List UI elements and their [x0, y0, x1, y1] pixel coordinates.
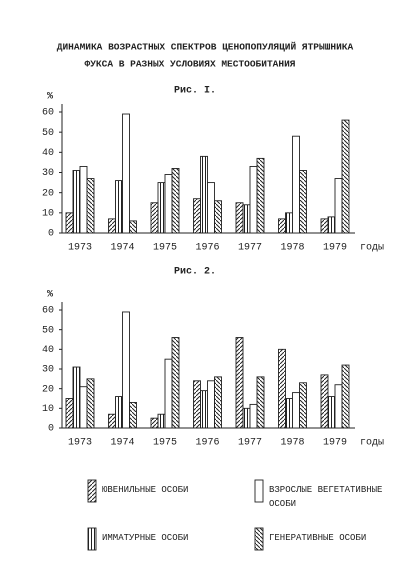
bar	[65, 398, 74, 429]
bar	[150, 202, 159, 234]
bar	[157, 182, 166, 234]
y-tick-label: 60	[42, 108, 54, 119]
bar	[108, 218, 116, 234]
bar	[292, 135, 300, 234]
bar	[334, 384, 343, 429]
bar	[341, 364, 350, 429]
bar	[79, 165, 88, 234]
bar	[327, 396, 336, 429]
x-tick-label: 1973	[68, 438, 92, 449]
bar	[115, 396, 123, 429]
x-tick-label: 1974	[110, 243, 134, 254]
bar	[285, 212, 293, 234]
x-tick-label: 1978	[280, 243, 304, 254]
bar	[207, 182, 215, 234]
bar	[214, 376, 222, 429]
x-tick-label: 1975	[153, 438, 177, 449]
bar	[200, 390, 208, 429]
bar	[320, 218, 329, 234]
x-tick-label: 1973	[68, 243, 92, 254]
x-tick-label: 1975	[153, 243, 177, 254]
legend-swatch	[254, 527, 264, 551]
chart-title: Рис. I.	[174, 86, 216, 97]
bar	[334, 178, 343, 234]
bar	[65, 212, 74, 234]
bar	[108, 413, 116, 429]
y-tick-label: 10	[42, 208, 54, 219]
x-axis-label: годы	[360, 438, 384, 449]
bar	[79, 386, 88, 429]
page-title: ДИНАМИКА ВОЗРАСТНЫХ СПЕКТРОВ ЦЕНОПОПУЛЯЦ…	[57, 42, 354, 53]
x-tick-label: 1979	[323, 438, 347, 449]
bar	[193, 198, 201, 234]
bar	[292, 392, 300, 429]
bar	[72, 366, 81, 429]
y-tick-label: 10	[42, 404, 54, 415]
y-tick-label: 0	[48, 229, 54, 240]
y-tick-label: 30	[42, 168, 54, 179]
bar	[285, 398, 293, 429]
x-tick-label: 1977	[238, 438, 262, 449]
bar	[122, 113, 130, 234]
y-tick-label: 40	[42, 345, 54, 356]
bar	[164, 358, 173, 429]
x-tick-label: 1976	[195, 438, 219, 449]
legend-swatch	[87, 479, 97, 503]
bar	[193, 380, 201, 429]
legend-swatch	[254, 479, 264, 503]
bar	[150, 417, 159, 429]
y-tick-label: 50	[42, 128, 54, 139]
bar	[299, 382, 307, 429]
x-tick-label: 1979	[323, 243, 347, 254]
bar	[235, 202, 244, 234]
bar	[341, 119, 350, 234]
y-tick-label: 20	[42, 188, 54, 199]
bar	[164, 174, 173, 234]
bar	[115, 180, 123, 234]
bar	[235, 337, 244, 429]
x-tick-label: 1978	[280, 438, 304, 449]
y-tick-label: 30	[42, 365, 54, 376]
bar	[256, 157, 265, 234]
bar	[242, 204, 251, 234]
bar	[129, 401, 137, 429]
bar	[249, 403, 258, 429]
bar	[278, 218, 286, 234]
page-title: ФУКСА В РАЗНЫХ УСЛОВИЯХ МЕСТООБИТАНИЯ	[85, 59, 296, 70]
y-tick-label: 50	[42, 325, 54, 336]
x-axis-label: годы	[360, 243, 384, 254]
bar	[86, 178, 95, 234]
legend-swatch	[87, 527, 97, 551]
bar	[327, 216, 336, 234]
bar	[242, 407, 251, 429]
bar	[278, 348, 286, 429]
y-axis-label: %	[47, 290, 53, 301]
x-tick-label: 1977	[238, 243, 262, 254]
x-tick-label: 1974	[110, 438, 134, 449]
bar	[122, 311, 130, 429]
bar	[171, 337, 180, 429]
bar	[207, 380, 215, 429]
bar	[171, 168, 180, 234]
y-axis-label: %	[47, 92, 53, 103]
y-tick-label: 60	[42, 306, 54, 317]
bar	[256, 376, 265, 429]
bar	[157, 413, 166, 429]
bar	[249, 165, 258, 234]
bar	[86, 378, 95, 429]
bar	[320, 374, 329, 429]
y-tick-label: 20	[42, 384, 54, 395]
y-tick-label: 0	[48, 424, 54, 435]
x-tick-label: 1976	[195, 243, 219, 254]
y-tick-label: 40	[42, 148, 54, 159]
bar	[299, 170, 307, 234]
chart-title: Рис. 2.	[174, 267, 216, 278]
bar	[72, 170, 81, 234]
bar	[129, 220, 137, 234]
bar	[214, 200, 222, 234]
bar	[200, 155, 208, 234]
